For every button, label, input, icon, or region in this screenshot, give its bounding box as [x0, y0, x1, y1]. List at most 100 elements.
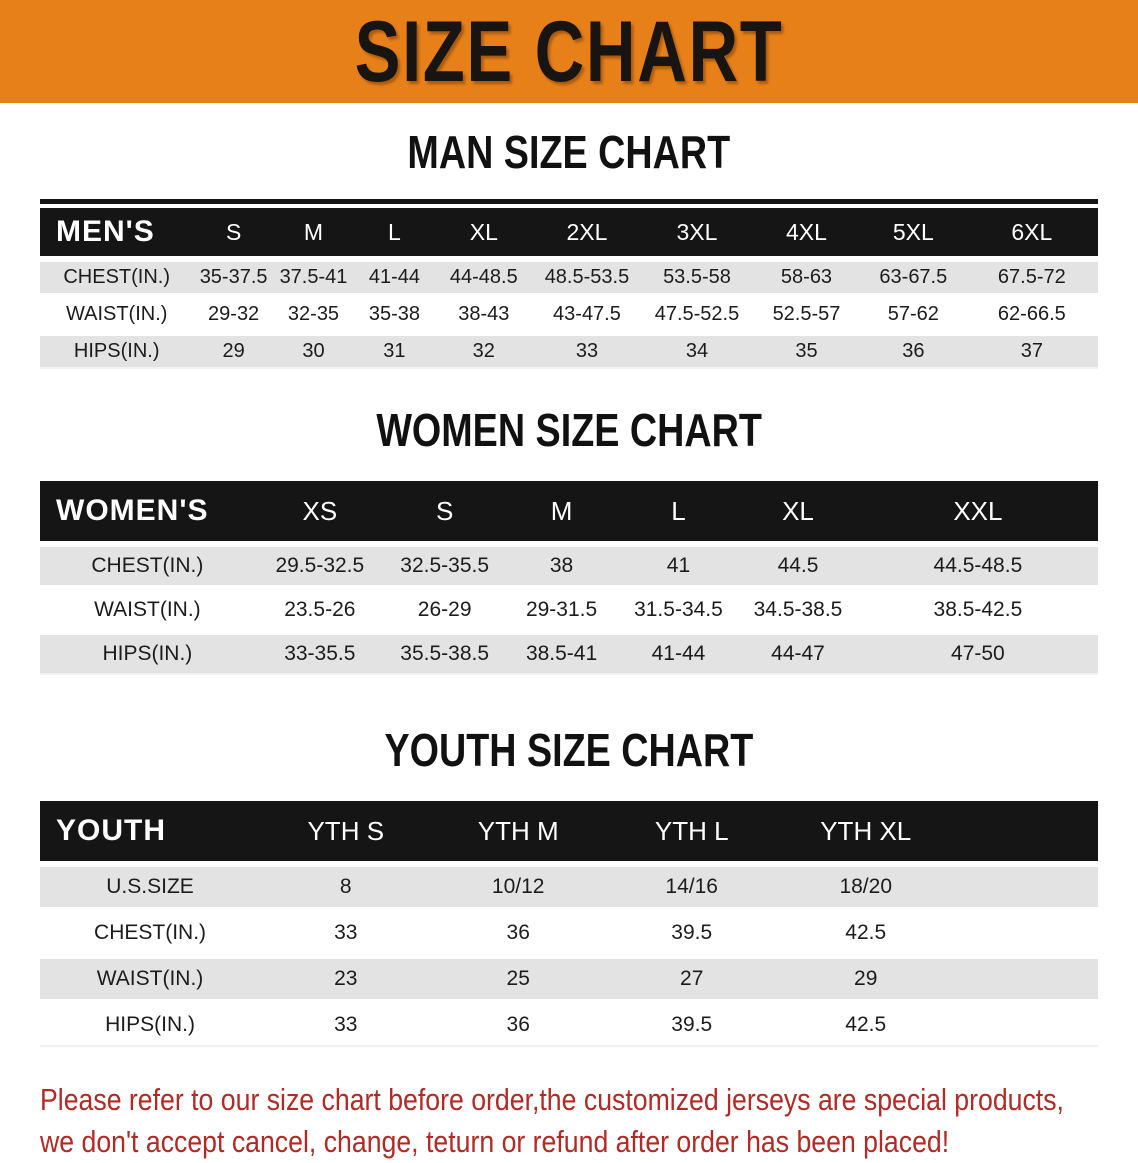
value-cell: 33-35.5	[254, 632, 385, 675]
column-header-cell: S	[193, 208, 274, 262]
womens-size-table: WOMEN'S XS S M L XL XXL CHEST(IN.) 29.5-32.5 32.5…	[40, 481, 1098, 675]
man-section-heading-text: MAN SIZE CHART	[407, 126, 731, 178]
value-cell: 37.5-41	[273, 259, 354, 299]
value-cell: 27	[604, 956, 779, 1005]
row-label-cell: WAIST(IN.)	[40, 956, 261, 1005]
column-header-cell: M	[273, 208, 354, 262]
filler-value-cell	[953, 956, 1098, 1005]
youth-section-heading-text: YOUTH SIZE CHART	[384, 724, 754, 776]
value-cell: 32	[435, 333, 532, 369]
value-cell: 32-35	[273, 296, 354, 336]
value-cell: 29-31.5	[504, 588, 619, 635]
row-label-cell: CHEST(IN.)	[40, 544, 255, 591]
column-header-cell: YTH XL	[778, 801, 954, 867]
disclaimer: Please refer to our size chart before or…	[40, 1079, 1098, 1163]
column-header-cell: 6XL	[965, 208, 1098, 262]
table-header-row: YOUTH YTH S YTH M YTH L YTH XL	[40, 801, 1098, 867]
table-row: CHEST(IN.) 33 36 39.5 42.5	[40, 910, 1098, 959]
column-header-cell: YTH M	[431, 801, 605, 867]
value-cell: 34.5-38.5	[738, 588, 858, 635]
row-label-cell: WAIST(IN.)	[40, 588, 255, 635]
women-size-section: WOMEN SIZE CHART WOMEN'S XS S M L XL XXL CHEST(…	[0, 407, 1138, 675]
value-cell: 63-67.5	[860, 259, 966, 299]
value-cell: 36	[431, 1002, 605, 1047]
filler-value-cell	[953, 910, 1098, 959]
table-row: U.S.SIZE 8 10/12 14/16 18/20	[40, 864, 1098, 913]
value-cell: 34	[641, 333, 752, 369]
youth-table-wrap: YOUTH YTH S YTH M YTH L YTH XL U.S.SIZE 8 10/12…	[40, 801, 1098, 1047]
value-cell: 26-29	[384, 588, 505, 635]
value-cell: 35	[752, 333, 861, 369]
row-label-cell: HIPS(IN.)	[40, 333, 194, 369]
table-title-cell: WOMEN'S	[40, 481, 255, 547]
value-cell: 23.5-26	[254, 588, 385, 635]
value-cell: 29	[778, 956, 954, 1005]
filler-value-cell	[953, 1002, 1098, 1047]
table-title-cell: MEN'S	[40, 208, 194, 262]
value-cell: 37	[965, 333, 1098, 369]
value-cell: 30	[273, 333, 354, 369]
value-cell: 36	[860, 333, 966, 369]
column-header-cell: 2XL	[531, 208, 642, 262]
table-row: CHEST(IN.) 35-37.5 37.5-41 41-44 44-48.5 48.5…	[40, 259, 1098, 299]
youth-size-table: YOUTH YTH S YTH M YTH L YTH XL U.S.SIZE 8 10/12…	[40, 801, 1098, 1047]
column-header-cell: 4XL	[752, 208, 861, 262]
value-cell: 67.5-72	[965, 259, 1098, 299]
value-cell: 14/16	[604, 864, 779, 913]
value-cell: 10/12	[431, 864, 605, 913]
mens-table-wrap: MEN'S S M L XL 2XL 3XL 4XL 5XL 6XL CHEST(IN.) 35-37…	[40, 199, 1098, 369]
value-cell: 23	[260, 956, 432, 1005]
value-cell: 38.5-42.5	[857, 588, 1098, 635]
value-cell: 48.5-53.5	[531, 259, 642, 299]
table-row: HIPS(IN.) 33-35.5 35.5-38.5 38.5-41 41-44 44-…	[40, 632, 1098, 675]
value-cell: 18/20	[778, 864, 954, 913]
banner: SIZE CHART	[0, 0, 1138, 103]
table-header-row: MEN'S S M L XL 2XL 3XL 4XL 5XL 6XL	[40, 208, 1098, 262]
column-header-cell: 5XL	[860, 208, 966, 262]
youth-size-section: YOUTH SIZE CHART YOUTH YTH S YTH M YTH L YTH…	[0, 727, 1138, 1047]
value-cell: 8	[260, 864, 432, 913]
value-cell: 39.5	[604, 1002, 779, 1047]
man-section-heading: MAN SIZE CHART	[0, 129, 1138, 175]
filler-header-cell	[953, 801, 1098, 867]
table-row: WAIST(IN.) 23.5-26 26-29 29-31.5 31.5-34.5 34…	[40, 588, 1098, 635]
value-cell: 32.5-35.5	[384, 544, 505, 591]
value-cell: 42.5	[778, 910, 954, 959]
disclaimer-line-1: Please refer to our size chart before or…	[40, 1079, 1098, 1121]
value-cell: 43-47.5	[531, 296, 642, 336]
column-header-cell: 3XL	[641, 208, 752, 262]
disclaimer-line-2: we don't accept cancel, change, teturn o…	[40, 1121, 1098, 1163]
value-cell: 38-43	[435, 296, 532, 336]
value-cell: 36	[431, 910, 605, 959]
value-cell: 33	[260, 910, 432, 959]
column-header-cell: XL	[738, 481, 858, 547]
women-section-heading: WOMEN SIZE CHART	[0, 407, 1138, 453]
column-header-cell: M	[504, 481, 619, 547]
column-header-cell: XXL	[857, 481, 1098, 547]
row-label-cell: WAIST(IN.)	[40, 296, 194, 336]
value-cell: 52.5-57	[752, 296, 861, 336]
value-cell: 44-47	[738, 632, 858, 675]
value-cell: 42.5	[778, 1002, 954, 1047]
value-cell: 31	[353, 333, 436, 369]
column-header-cell: L	[618, 481, 739, 547]
row-label-cell: HIPS(IN.)	[40, 632, 255, 675]
value-cell: 38.5-41	[504, 632, 619, 675]
value-cell: 44-48.5	[435, 259, 532, 299]
women-section-heading-text: WOMEN SIZE CHART	[376, 404, 762, 456]
row-label-cell: CHEST(IN.)	[40, 910, 261, 959]
value-cell: 44.5-48.5	[857, 544, 1098, 591]
value-cell: 47-50	[857, 632, 1098, 675]
column-header-cell: YTH S	[260, 801, 432, 867]
table-title-cell: YOUTH	[40, 801, 261, 867]
value-cell: 41-44	[353, 259, 436, 299]
row-label-cell: CHEST(IN.)	[40, 259, 194, 299]
value-cell: 62-66.5	[965, 296, 1098, 336]
column-header-cell: YTH L	[604, 801, 779, 867]
row-label-cell: U.S.SIZE	[40, 864, 261, 913]
value-cell: 53.5-58	[641, 259, 752, 299]
column-header-cell: XS	[254, 481, 385, 547]
value-cell: 39.5	[604, 910, 779, 959]
value-cell: 25	[431, 956, 605, 1005]
